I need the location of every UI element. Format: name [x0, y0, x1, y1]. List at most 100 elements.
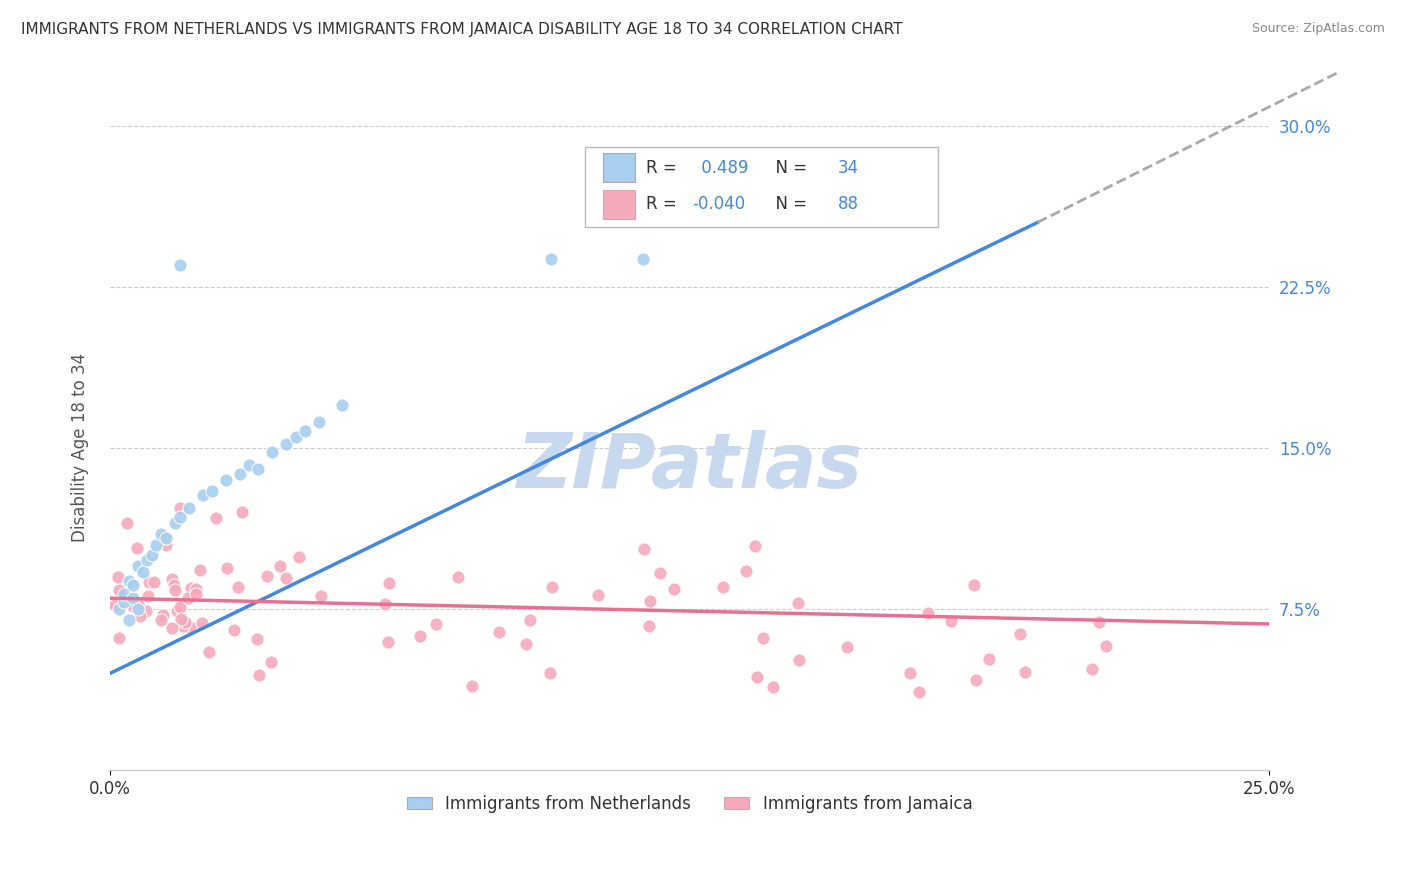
Point: [965, 673, 987, 688]
Point: [142, 574, 165, 589]
Point: [107, 632, 129, 646]
Point: [191, 488, 214, 502]
Point: [908, 685, 931, 699]
Point: [917, 607, 939, 621]
Point: [274, 571, 297, 585]
Point: [136, 552, 159, 566]
Point: [112, 595, 135, 609]
Point: [977, 652, 1000, 666]
Point: [138, 575, 160, 590]
Point: [762, 680, 785, 694]
Point: [519, 613, 541, 627]
Point: [155, 538, 177, 552]
Text: -0.040: -0.040: [692, 195, 745, 213]
Point: [180, 582, 202, 596]
Point: [409, 629, 432, 643]
Point: [650, 566, 672, 580]
Point: [963, 577, 986, 591]
Point: [898, 665, 921, 680]
Point: [638, 619, 661, 633]
Point: [145, 537, 167, 551]
Point: [150, 526, 173, 541]
Point: [538, 665, 561, 680]
Point: [294, 424, 316, 438]
Point: [939, 615, 962, 629]
Point: [163, 578, 186, 592]
Point: [112, 587, 135, 601]
Point: [170, 612, 193, 626]
Point: [169, 501, 191, 516]
Point: [205, 510, 228, 524]
FancyBboxPatch shape: [585, 147, 938, 227]
Point: [377, 635, 399, 649]
FancyBboxPatch shape: [603, 189, 636, 219]
Point: [108, 582, 131, 597]
Point: [789, 653, 811, 667]
Point: [425, 617, 447, 632]
Point: [184, 586, 207, 600]
Point: [586, 588, 609, 602]
Point: [197, 645, 219, 659]
Point: [177, 591, 200, 606]
Point: [215, 473, 238, 487]
Point: [752, 631, 775, 645]
Text: R =: R =: [645, 159, 682, 177]
Point: [247, 462, 270, 476]
Point: [149, 613, 172, 627]
Point: [184, 582, 207, 597]
Point: [129, 609, 152, 624]
Point: [115, 516, 138, 530]
Point: [117, 613, 139, 627]
Point: [540, 252, 562, 266]
Point: [515, 637, 537, 651]
Point: [141, 548, 163, 562]
Point: [117, 574, 139, 588]
Point: [246, 632, 269, 646]
Text: 34: 34: [838, 159, 859, 177]
Point: [288, 549, 311, 564]
Point: [163, 516, 186, 530]
Point: [488, 624, 510, 639]
Point: [745, 670, 768, 684]
Point: [160, 572, 183, 586]
Point: [269, 558, 291, 573]
Point: [447, 570, 470, 584]
Point: [276, 436, 298, 450]
Point: [160, 621, 183, 635]
Point: [177, 501, 200, 516]
Point: [231, 505, 253, 519]
Text: ZIPatlas: ZIPatlas: [517, 430, 863, 504]
Point: [835, 640, 858, 654]
Point: [135, 604, 157, 618]
Text: 0.489: 0.489: [696, 159, 748, 177]
Point: [169, 600, 191, 615]
Point: [1081, 662, 1104, 676]
Point: [191, 615, 214, 630]
Point: [711, 580, 734, 594]
Point: [787, 595, 810, 609]
Point: [377, 575, 399, 590]
Point: [229, 467, 252, 481]
Point: [744, 539, 766, 553]
Point: [662, 582, 685, 596]
Point: [201, 483, 224, 498]
Point: [188, 563, 211, 577]
Point: [122, 578, 145, 592]
Point: [107, 570, 129, 584]
Point: [1014, 665, 1036, 679]
Text: N =: N =: [765, 195, 813, 213]
Legend: Immigrants from Netherlands, Immigrants from Jamaica: Immigrants from Netherlands, Immigrants …: [401, 789, 979, 820]
Point: [1008, 627, 1031, 641]
Point: [136, 589, 159, 603]
Point: [131, 566, 153, 580]
Point: [166, 605, 188, 619]
Point: [127, 602, 149, 616]
Y-axis label: Disability Age 18 to 34: Disability Age 18 to 34: [72, 353, 89, 542]
Point: [169, 258, 191, 272]
Point: [256, 569, 278, 583]
Point: [226, 580, 249, 594]
FancyBboxPatch shape: [603, 153, 636, 182]
Point: [541, 581, 564, 595]
Point: [179, 620, 201, 634]
Point: [224, 624, 246, 638]
